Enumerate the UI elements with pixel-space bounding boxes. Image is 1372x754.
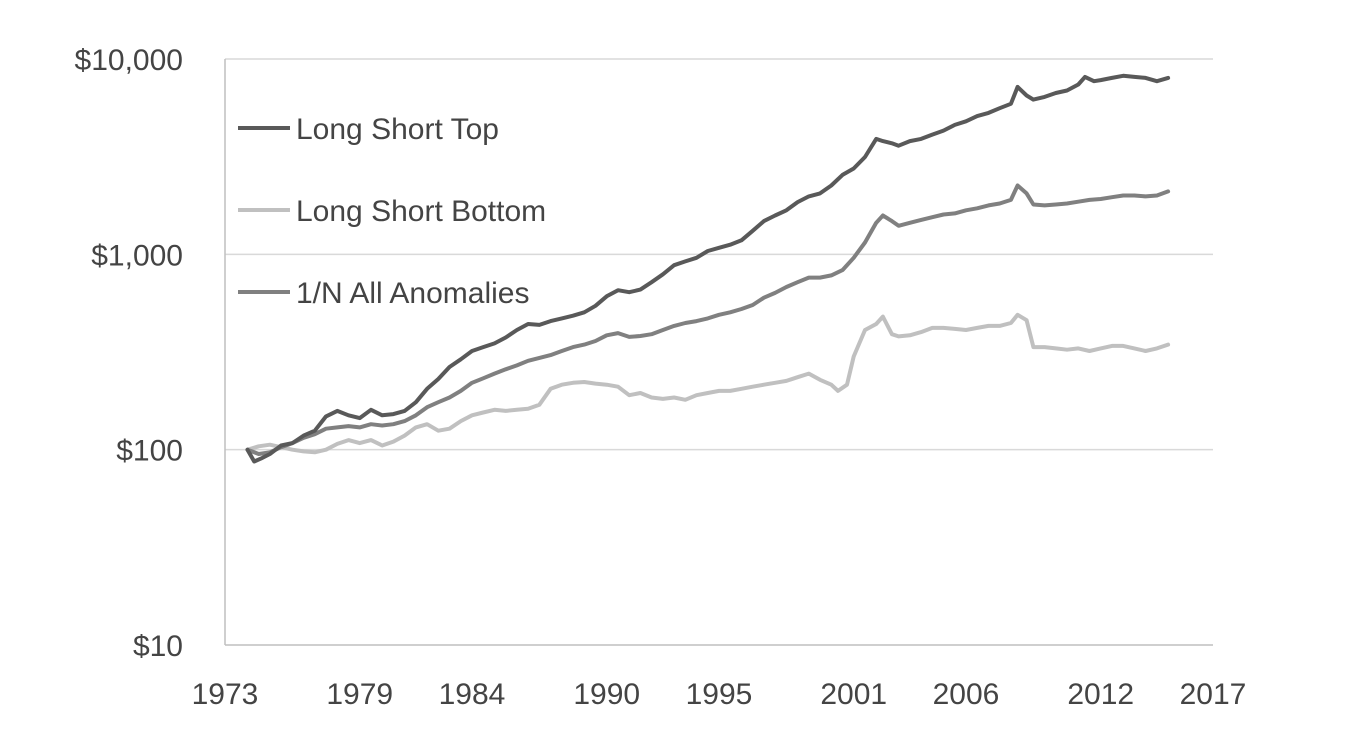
legend-label-0: Long Short Top <box>296 113 499 146</box>
y-tick-labels: $10,000 $1,000 $100 $10 <box>75 44 183 663</box>
x-tick-labels: 1973 1979 1984 1990 1995 2001 2006 2012 2017 <box>192 678 1247 711</box>
x-tick-label: 1984 <box>439 678 506 711</box>
y-tick-label: $10,000 <box>75 44 183 77</box>
series-line-1 <box>245 312 1171 455</box>
series-lines <box>245 73 1171 464</box>
x-tick-label: 2012 <box>1067 678 1134 711</box>
legend-label-1: Long Short Bottom <box>296 195 546 228</box>
x-tick-label: 2001 <box>820 678 887 711</box>
legend-label-2: 1/N All Anomalies <box>296 277 529 310</box>
x-tick-label: 1979 <box>326 678 393 711</box>
y-tick-label: $1,000 <box>91 239 183 272</box>
x-tick-label: 1995 <box>686 678 753 711</box>
axes <box>224 59 1213 646</box>
x-tick-label: 1973 <box>192 678 259 711</box>
x-tick-label: 2006 <box>933 678 1000 711</box>
x-tick-label: 2017 <box>1180 678 1247 711</box>
series-line-0 <box>245 73 1171 464</box>
y-tick-label: $100 <box>116 435 183 468</box>
y-tick-label: $10 <box>133 630 183 663</box>
legend: Long Short Top Long Short Bottom 1/N All A… <box>238 113 546 310</box>
series-line-2 <box>245 183 1171 456</box>
gridlines <box>225 58 1213 451</box>
x-tick-label: 1990 <box>573 678 640 711</box>
